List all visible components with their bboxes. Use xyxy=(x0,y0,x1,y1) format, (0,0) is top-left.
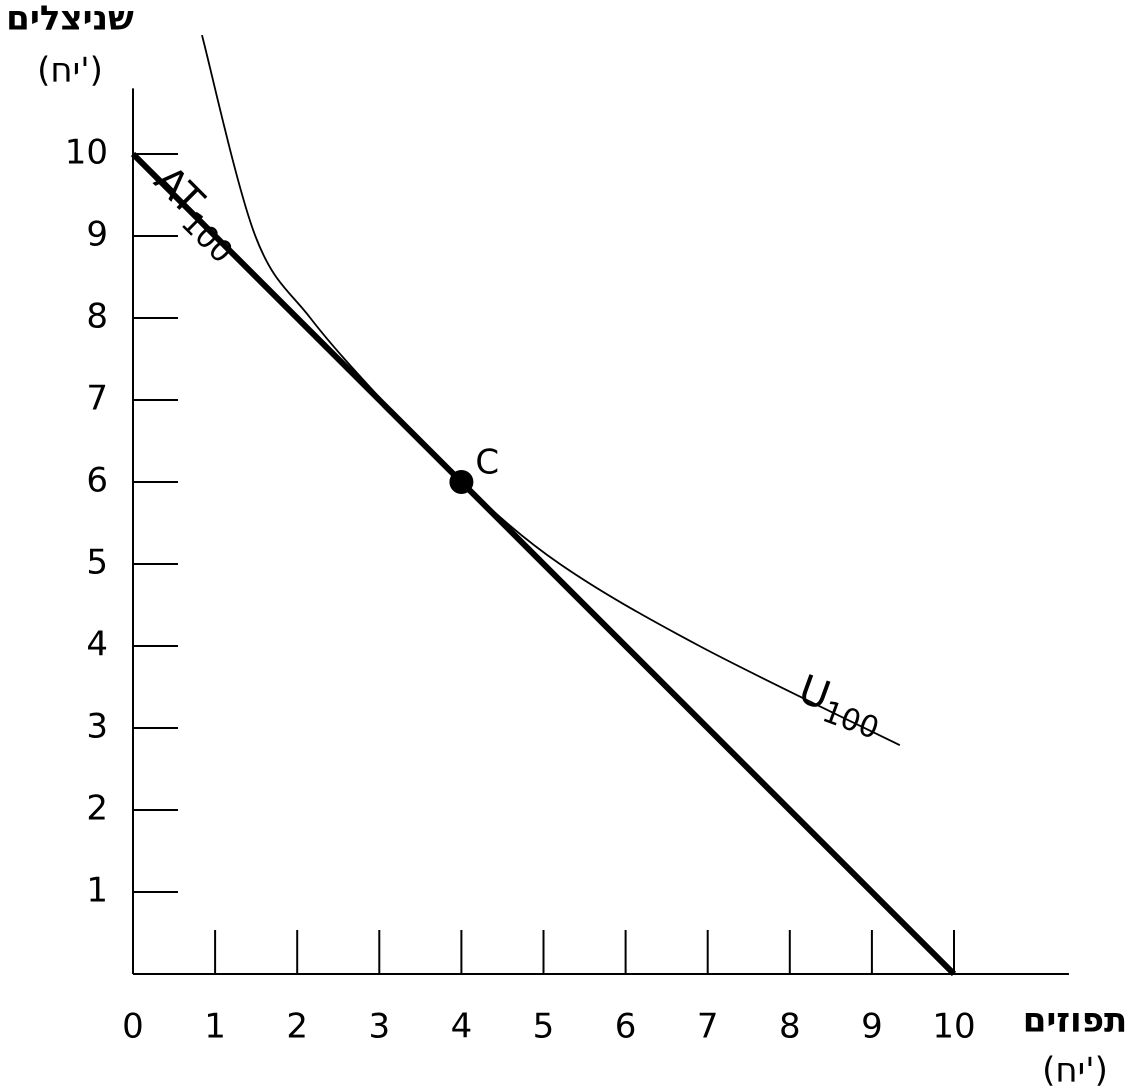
point xyxy=(449,470,474,494)
x-tick-label: 4 xyxy=(451,1007,473,1047)
series-line xyxy=(130,151,957,977)
y-tick-label: 6 xyxy=(86,461,108,501)
x-tick-label: 8 xyxy=(779,1007,801,1047)
y-tick-label: 4 xyxy=(86,625,108,665)
y-tick-label: 7 xyxy=(86,379,108,419)
series-line xyxy=(201,34,901,747)
y-axis-label: שניצלים xyxy=(6,0,134,39)
y-tick-label: 1 xyxy=(86,871,108,911)
x-axis-label: תפוזים xyxy=(1023,1001,1128,1041)
y-tick-label: 10 xyxy=(65,133,108,173)
x-tick-label: 2 xyxy=(286,1007,308,1047)
series-subscript: 100 xyxy=(818,694,884,746)
x-tick-label: 3 xyxy=(368,1007,390,1047)
y-tick-label: 5 xyxy=(86,543,108,583)
x-tick-label: 5 xyxy=(533,1007,555,1047)
point-label: C xyxy=(475,443,499,483)
x-tick-label: 0 xyxy=(122,1007,144,1047)
x-tick-label: 7 xyxy=(697,1007,719,1047)
x-tick-label: 1 xyxy=(204,1007,226,1047)
y-axis-unit: (יח') xyxy=(37,51,103,91)
x-tick-label: 9 xyxy=(861,1007,883,1047)
y-tick-label: 2 xyxy=(86,789,108,829)
y-tick-label: 9 xyxy=(86,215,108,255)
y-tick-label: 8 xyxy=(86,297,108,337)
x-axis-unit: (יח') xyxy=(1042,1051,1108,1090)
series-label-text: U100 xyxy=(790,667,890,747)
series-label: U100 xyxy=(790,667,890,747)
x-tick-label: 10 xyxy=(932,1007,975,1047)
x-tick-label: 6 xyxy=(615,1007,637,1047)
y-tick-label: 3 xyxy=(86,707,108,747)
